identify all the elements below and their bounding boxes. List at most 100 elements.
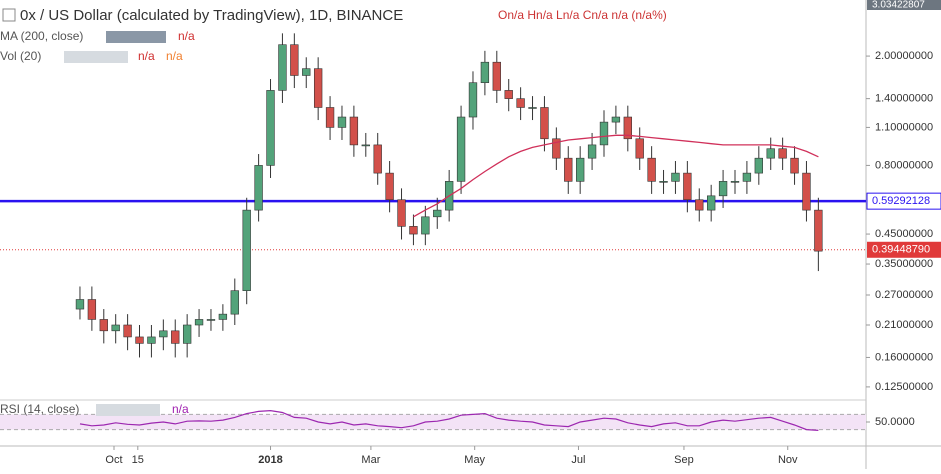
ohlc-legend: On/a Hn/a Ln/a Cn/a n/a (n/a%): [498, 8, 667, 22]
x-tick-label: Sep: [674, 454, 694, 466]
candle-body: [218, 313, 228, 320]
candle-body: [683, 172, 692, 201]
buttons[interactable]: [106, 31, 166, 43]
indicator-readout: n/a: [166, 49, 183, 63]
y-tick-label: 50.0000: [875, 416, 915, 428]
x-tick-label: Mar: [361, 454, 380, 466]
candle-body: [135, 336, 144, 344]
candle-body: [659, 181, 668, 183]
candle-body: [266, 90, 275, 166]
candle-body: [778, 148, 787, 159]
candle-body: [742, 172, 752, 182]
candle-body: [635, 138, 644, 159]
candle-body: [87, 299, 97, 320]
candle-body: [159, 330, 168, 338]
x-tick-label: Nov: [778, 454, 798, 466]
candle-body: [730, 181, 740, 183]
collapse-icon[interactable]: [2, 8, 16, 22]
x-tick-label: Oct: [105, 454, 122, 466]
y-tick-label: 0.27000000: [875, 289, 933, 301]
indicator-readout: n/a: [138, 49, 155, 63]
candle-body: [754, 157, 763, 174]
candle-body: [290, 44, 299, 76]
candle-body: [433, 209, 442, 218]
x-tick-label: Jul: [571, 454, 585, 466]
candle-body: [611, 116, 621, 123]
candle-body: [766, 148, 775, 159]
candle-body: [492, 61, 501, 91]
candle-body: [707, 195, 716, 211]
y-tick-label: 0.16000000: [875, 351, 933, 363]
candle-body: [456, 116, 466, 182]
candle-body: [671, 172, 680, 182]
candle-body: [75, 299, 85, 310]
indicator-name: MA (200, close): [0, 29, 83, 43]
y-tick-label: 0.80000000: [875, 159, 933, 171]
candle-body: [564, 157, 573, 182]
x-tick-label: May: [464, 454, 485, 466]
y-tick-label: 0.35000000: [875, 258, 933, 270]
candle-body: [349, 116, 359, 146]
buttons[interactable]: [64, 51, 128, 63]
rsi-line: [79, 409, 819, 431]
price-label-box: [867, 0, 941, 10]
candle-body: [409, 226, 418, 235]
y-tick-label: 2.00000000: [875, 50, 933, 62]
candle-body: [528, 107, 537, 109]
y-tick-label: 1.40000000: [875, 93, 933, 105]
ma-line: [413, 134, 819, 218]
y-tick-label: 1.10000000: [875, 121, 933, 133]
candle-body: [373, 144, 382, 174]
candle-body: [397, 199, 406, 227]
candle-body: [182, 324, 192, 344]
y-tick-label: 0.12500000: [875, 381, 933, 393]
x-tick-label: 2018: [258, 454, 282, 466]
candle-body: [337, 116, 347, 128]
y-tick-label: 0.21000000: [875, 319, 933, 331]
candle-body: [575, 157, 585, 182]
y-tick-label: 0.45000000: [875, 228, 933, 240]
buttons[interactable]: [96, 404, 160, 416]
candle-body: [790, 157, 799, 174]
candle-body: [123, 324, 132, 338]
candle-body: [516, 98, 525, 108]
x-tick-label: 15: [132, 454, 144, 466]
candle-body: [647, 157, 656, 182]
candle-body: [302, 68, 311, 76]
candle-body: [623, 116, 632, 140]
candle-body: [171, 330, 180, 344]
chart-title: 0x / US Dollar (calculated by TradingVie…: [20, 7, 403, 24]
candle-body: [278, 44, 287, 91]
candle-body: [599, 121, 609, 146]
indicator-name: Vol (20): [0, 49, 41, 63]
candle-body: [540, 107, 549, 140]
price-label: 0.59292128: [872, 195, 930, 207]
candle-body: [242, 209, 251, 291]
indicator-buttons[interactable]: [106, 31, 166, 43]
indicator-readout: n/a: [178, 29, 195, 43]
indicator-name: RSI (14, close): [0, 402, 79, 416]
candle-body: [385, 172, 394, 201]
candle-body: [468, 82, 478, 118]
candle-body: [587, 144, 597, 159]
candle-body: [718, 181, 728, 197]
candle-body: [421, 216, 430, 235]
candle-body: [552, 138, 561, 159]
candle-body: [504, 90, 513, 99]
price-label-box: [867, 241, 941, 258]
candle-body: [194, 319, 204, 326]
candle-body: [147, 336, 156, 344]
candle-body: [695, 199, 704, 211]
candle-body: [480, 61, 490, 84]
price-label: 0.39448790: [872, 244, 930, 256]
candle-body: [206, 319, 216, 321]
candle-body: [99, 319, 108, 332]
candle-body: [814, 209, 823, 252]
candle-body: [802, 172, 811, 211]
plot-area: [0, 33, 866, 431]
candle-body: [111, 324, 120, 332]
candle-body: [313, 68, 323, 108]
candle-body: [254, 165, 263, 211]
